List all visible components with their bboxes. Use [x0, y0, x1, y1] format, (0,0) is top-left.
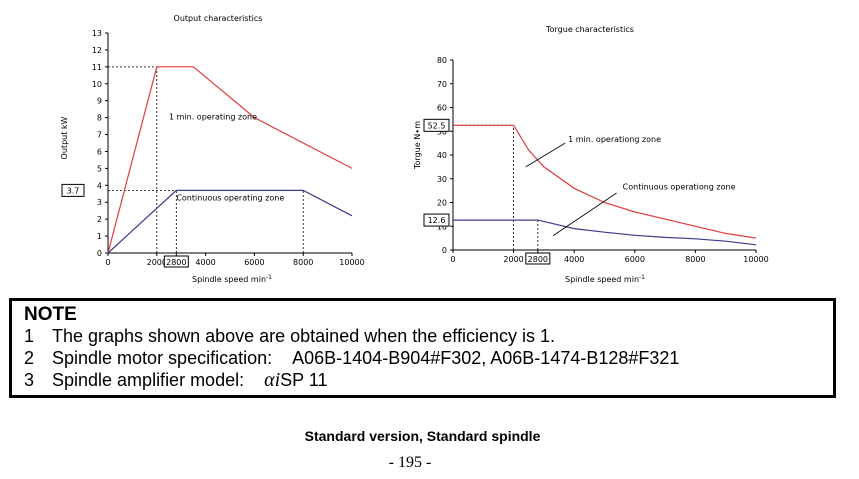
note-item-number: 2	[24, 348, 35, 368]
annotation-pointer	[552, 192, 617, 237]
y-tick-label: 4	[97, 181, 102, 190]
y-tick-label: 8	[97, 114, 102, 123]
x-tick-label: 4000	[195, 258, 215, 267]
zone-annotation: Continuous operationg zone	[623, 182, 736, 191]
x-axis-label: Spindle speed min-1	[192, 274, 272, 285]
series-line-continuous	[107, 189, 353, 254]
x-tick-label: 6000	[244, 258, 264, 267]
boxed-x-tick-label: 2800	[166, 258, 186, 267]
series-line-1min	[107, 66, 353, 254]
y-tick-label: 9	[97, 97, 102, 106]
motor-spec-label: Spindle motor specification:	[52, 348, 273, 368]
y-axis-label: Torgue N∙m	[413, 121, 422, 170]
y-tick-label: 11	[92, 63, 102, 72]
y-tick-label: 1	[97, 232, 102, 241]
boxed-y-label-frame	[423, 118, 450, 132]
x-tick-label: 0	[450, 255, 455, 264]
page-number: - 195 -	[388, 454, 432, 471]
y-tick-label: 40	[437, 151, 447, 160]
output-characteristics-chart: Output characteristics012345678910111213…	[60, 14, 365, 285]
y-tick-label: 0	[97, 249, 102, 258]
note-item-1: 1 The graphs shown above are obtained whe…	[24, 325, 821, 347]
boxed-y-label: 52.5	[428, 121, 446, 130]
y-tick-label: 10	[437, 222, 447, 231]
x-tick-label: 10000	[339, 258, 364, 267]
y-tick-label: 70	[437, 80, 447, 89]
note-title: NOTE	[24, 304, 77, 325]
amplifier-model-label: Spindle amplifier model:	[52, 370, 245, 390]
note-item-number: 1	[24, 326, 35, 346]
x-tick-label: 2000	[503, 255, 523, 264]
y-tick-label: 5	[97, 164, 102, 173]
torque-characteristics-chart: Torgue characteristics010203040506070800…	[413, 25, 769, 285]
zone-annotation: Continuous operating zone	[176, 194, 284, 203]
y-tick-label: 3	[97, 198, 102, 207]
boxed-x-tick-label: 2800	[528, 255, 548, 264]
alpha-i-symbol: αi	[264, 369, 281, 391]
y-tick-label: 13	[92, 29, 102, 38]
x-tick-label: 8000	[685, 255, 705, 264]
boxed-y-label-frame	[61, 183, 85, 197]
note-item-text: The graphs shown above are obtained when…	[52, 326, 555, 346]
note-box: NOTE 1 The graphs shown above are obtaine…	[9, 298, 836, 398]
x-tick-label: 2000	[147, 258, 167, 267]
zone-annotation: 1 min. operationg zone	[568, 135, 661, 144]
figure-caption: Standard version, Standard spindle	[304, 428, 541, 444]
boxed-x-label-frame	[525, 252, 551, 265]
y-tick-label: 2	[97, 215, 102, 224]
note-item-3: 3 Spindle amplifier model: αiSP 11	[24, 369, 821, 391]
amplifier-model-value: SP 11	[280, 370, 328, 390]
y-tick-label: 7	[97, 131, 102, 140]
x-tick-label: 6000	[625, 255, 645, 264]
note-item-number: 3	[24, 370, 35, 390]
y-tick-label: 60	[437, 104, 447, 113]
y-tick-label: 10	[92, 80, 102, 89]
motor-spec-value: A06B-1404-B904#F302, A06B-1474-B128#F321	[292, 348, 680, 368]
y-tick-label: 6	[97, 147, 102, 156]
series-line-1min	[453, 124, 757, 239]
annotation-pointer	[525, 142, 566, 168]
y-tick-label: 20	[437, 199, 447, 208]
boxed-y-label-frame	[423, 213, 450, 227]
x-tick-label: 0	[105, 258, 110, 267]
y-axis-label: Output kW	[60, 116, 69, 159]
y-tick-label: 12	[92, 46, 102, 55]
y-tick-label: 30	[437, 175, 447, 184]
x-axis-label: Spindle speed min-1	[565, 274, 645, 285]
note-item-2: 2 Spindle motor specification: A06B-1404-B…	[24, 347, 821, 369]
boxed-x-label-frame	[163, 255, 189, 268]
x-tick-label: 8000	[293, 258, 313, 267]
y-tick-label: 80	[437, 56, 447, 65]
chart-title: Output characteristics	[174, 14, 263, 23]
boxed-y-label: 3.7	[67, 186, 80, 195]
series-line-continuous	[453, 219, 757, 246]
zone-annotation: 1 min. operating zone	[169, 112, 257, 121]
x-tick-label: 4000	[564, 255, 584, 264]
chart-title: Torgue characteristics	[545, 25, 634, 34]
boxed-y-label: 12.6	[428, 216, 446, 225]
y-tick-label: 0	[442, 246, 447, 255]
x-tick-label: 10000	[743, 255, 768, 264]
